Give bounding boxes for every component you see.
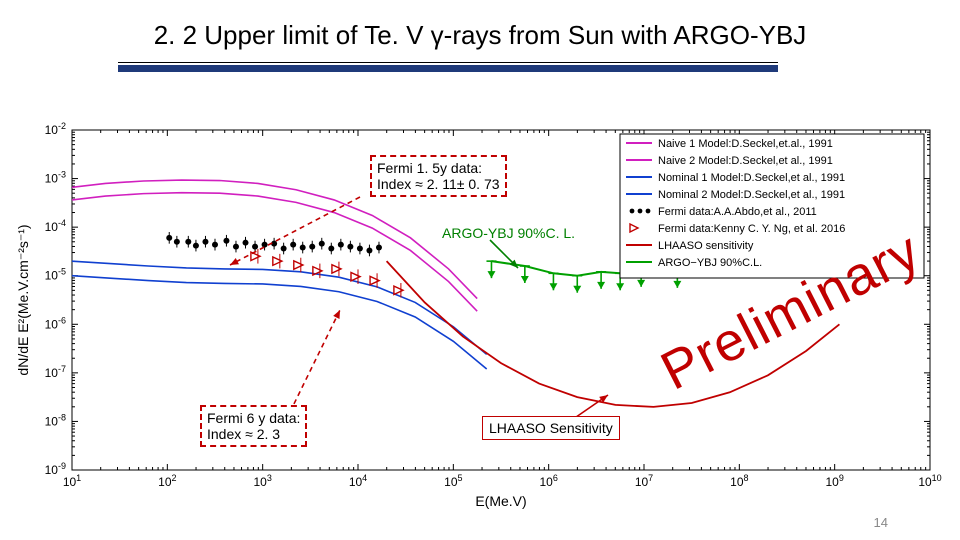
- svg-text:10-2: 10-2: [45, 121, 66, 137]
- svg-text:Naive 2 Model:D.Seckel,et al.,: Naive 2 Model:D.Seckel,et al., 1991: [658, 155, 833, 167]
- svg-text:1010: 1010: [918, 473, 941, 489]
- svg-text:Fermi data:Kenny C. Y. Ng, et: Fermi data:Kenny C. Y. Ng, et al. 2016: [658, 223, 845, 235]
- svg-text:10-8: 10-8: [45, 412, 66, 428]
- svg-text:E(Me.V): E(Me.V): [475, 493, 526, 509]
- page-number: 14: [874, 515, 888, 530]
- title-underline: [118, 62, 778, 73]
- fermi6-line1: Fermi 6 y data:: [207, 410, 300, 426]
- svg-text:LHAASO sensitivity: LHAASO sensitivity: [658, 240, 754, 252]
- svg-text:10-4: 10-4: [45, 218, 66, 234]
- svg-text:10-5: 10-5: [45, 267, 66, 283]
- svg-text:Naive 1 Model:D.Seckel,et.al.,: Naive 1 Model:D.Seckel,et.al., 1991: [658, 138, 833, 150]
- svg-text:104: 104: [349, 473, 367, 489]
- fermi6-annotation: Fermi 6 y data: Index ≈ 2. 3: [200, 405, 307, 447]
- argo-label: ARGO-YBJ 90%C. L.: [442, 225, 575, 241]
- fermi15-annotation: Fermi 1. 5y data: Index ≈ 2. 11± 0. 73: [370, 155, 507, 197]
- svg-text:Nominal 1 Model:D.Seckel,et al: Nominal 1 Model:D.Seckel,et al., 1991: [658, 172, 845, 184]
- svg-text:ARGO−YBJ 90%C.L.: ARGO−YBJ 90%C.L.: [658, 257, 762, 269]
- svg-text:107: 107: [635, 473, 653, 489]
- svg-text:109: 109: [825, 473, 843, 489]
- svg-text:10-3: 10-3: [45, 170, 66, 186]
- svg-text:Fermi data:A.A.Abdo,et al., 20: Fermi data:A.A.Abdo,et al., 2011: [658, 206, 817, 218]
- svg-text:108: 108: [730, 473, 748, 489]
- svg-text:10-7: 10-7: [45, 364, 66, 380]
- svg-text:10-6: 10-6: [45, 315, 66, 331]
- svg-text:101: 101: [63, 473, 81, 489]
- svg-text:106: 106: [539, 473, 557, 489]
- slide-title: 2. 2 Upper limit of Te. V γ-rays from Su…: [0, 20, 960, 51]
- svg-text:105: 105: [444, 473, 462, 489]
- svg-text:102: 102: [158, 473, 176, 489]
- svg-text:dN/dE E²(Me.V.cm⁻²s⁻¹): dN/dE E²(Me.V.cm⁻²s⁻¹): [15, 224, 31, 375]
- svg-text:103: 103: [253, 473, 271, 489]
- fermi15-line2: Index ≈ 2. 11± 0. 73: [377, 176, 500, 192]
- lhaaso-annotation: LHAASO Sensitivity: [482, 416, 620, 440]
- svg-text:Nominal 2 Model:D.Seckel,et al: Nominal 2 Model:D.Seckel,et al., 1991: [658, 189, 845, 201]
- fermi6-line2: Index ≈ 2. 3: [207, 426, 280, 442]
- fermi15-line1: Fermi 1. 5y data:: [377, 160, 482, 176]
